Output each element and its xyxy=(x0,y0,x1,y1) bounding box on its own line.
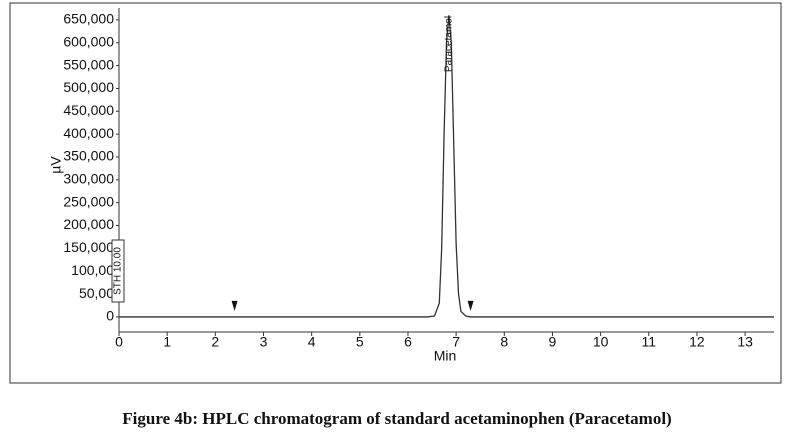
y-tick-label: 650,000 xyxy=(63,11,114,27)
y-tick-label: 0 xyxy=(106,308,114,324)
frame xyxy=(9,2,782,384)
x-tick-label: 6 xyxy=(404,334,412,350)
x-tick-label: 8 xyxy=(500,334,508,350)
y-tick-label: 250,000 xyxy=(63,193,114,209)
x-tick-label: 0 xyxy=(115,334,123,350)
y-tick-label: 500,000 xyxy=(63,79,114,95)
y-tick-label: 100,00 xyxy=(71,262,114,278)
x-tick-label: 4 xyxy=(308,334,316,350)
x-tick-label: 13 xyxy=(737,334,753,350)
y-axis-label: µV xyxy=(48,156,64,174)
x-tick-label: 7 xyxy=(452,334,460,350)
method-box xyxy=(111,239,125,303)
peak-label: Paracetamol xyxy=(444,16,455,72)
chromatogram-line xyxy=(119,15,774,318)
y-tick-label: 450,000 xyxy=(63,102,114,118)
x-tick-label: 5 xyxy=(356,334,364,350)
x-axis-label: Min xyxy=(434,348,457,364)
x-tick-label: 1 xyxy=(163,334,171,350)
integration-mark xyxy=(467,300,474,311)
x-tick-label: 3 xyxy=(260,334,268,350)
y-tick-label: 550,000 xyxy=(63,56,114,72)
y-tick-label: 400,000 xyxy=(63,125,114,141)
y-tick-label: 50,00 xyxy=(79,285,114,301)
caption: Figure 4b: HPLC chromatogram of standard… xyxy=(122,409,671,428)
y-tick-label: 300,000 xyxy=(63,171,114,187)
x-tick-label: 10 xyxy=(593,334,609,350)
y-tick-label: 200,000 xyxy=(63,216,114,232)
x-tick-label: 12 xyxy=(689,334,705,350)
x-tick-label: 9 xyxy=(549,334,557,350)
x-tick-label: 2 xyxy=(211,334,219,350)
y-tick-label: 150,000 xyxy=(63,239,114,255)
method-label: STH 10.00 xyxy=(113,247,124,295)
integration-mark xyxy=(231,300,238,311)
y-tick-label: 600,000 xyxy=(63,33,114,49)
x-tick-label: 11 xyxy=(642,334,657,350)
y-tick-label: 350,000 xyxy=(63,148,114,164)
